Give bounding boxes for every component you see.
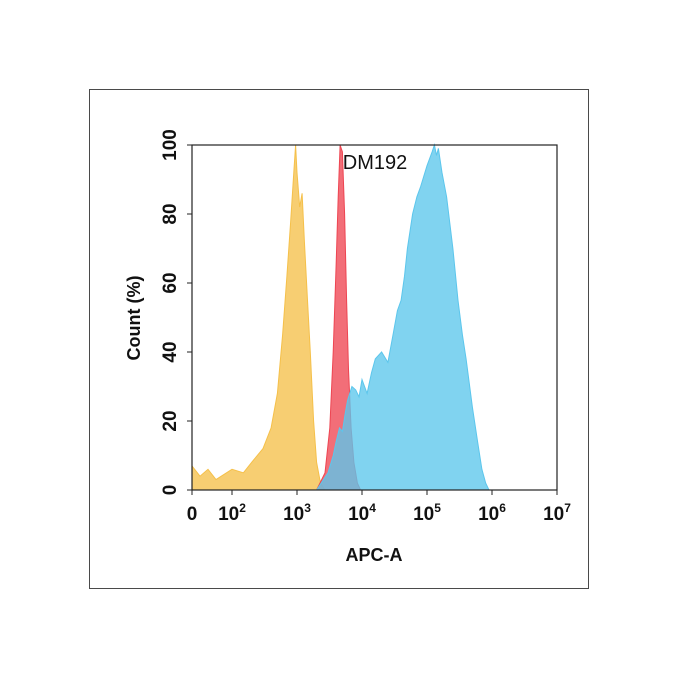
chart-title: DM192 — [343, 152, 407, 174]
plot-border — [191, 144, 558, 491]
y-tick-label: 80 — [160, 203, 181, 224]
x-tick-label: 105 — [413, 501, 441, 525]
y-tick-label: 0 — [160, 485, 181, 496]
x-tick-label: 106 — [478, 501, 506, 525]
y-tick-label: 60 — [160, 272, 181, 293]
histogram-series-3 — [315, 143, 490, 491]
y-tick-label: 100 — [160, 129, 181, 161]
y-tick-label: 40 — [160, 341, 181, 362]
x-tick-label: 103 — [283, 501, 311, 525]
y-axis-label: Count (%) — [124, 276, 144, 361]
x-axis-ticks: 0 102 103 104 105 106 107 — [187, 490, 571, 525]
x-axis-label: APC-A — [346, 545, 403, 565]
y-axis-ticks: 0 20 40 60 80 100 — [160, 129, 192, 495]
x-tick-label: 104 — [348, 501, 376, 525]
x-tick-label: 102 — [218, 501, 246, 525]
plot-area — [191, 143, 490, 491]
x-tick-label: 107 — [543, 501, 571, 525]
x-tick-label: 0 — [187, 504, 198, 525]
histogram-series-1 — [191, 144, 326, 491]
y-tick-label: 20 — [160, 410, 181, 431]
